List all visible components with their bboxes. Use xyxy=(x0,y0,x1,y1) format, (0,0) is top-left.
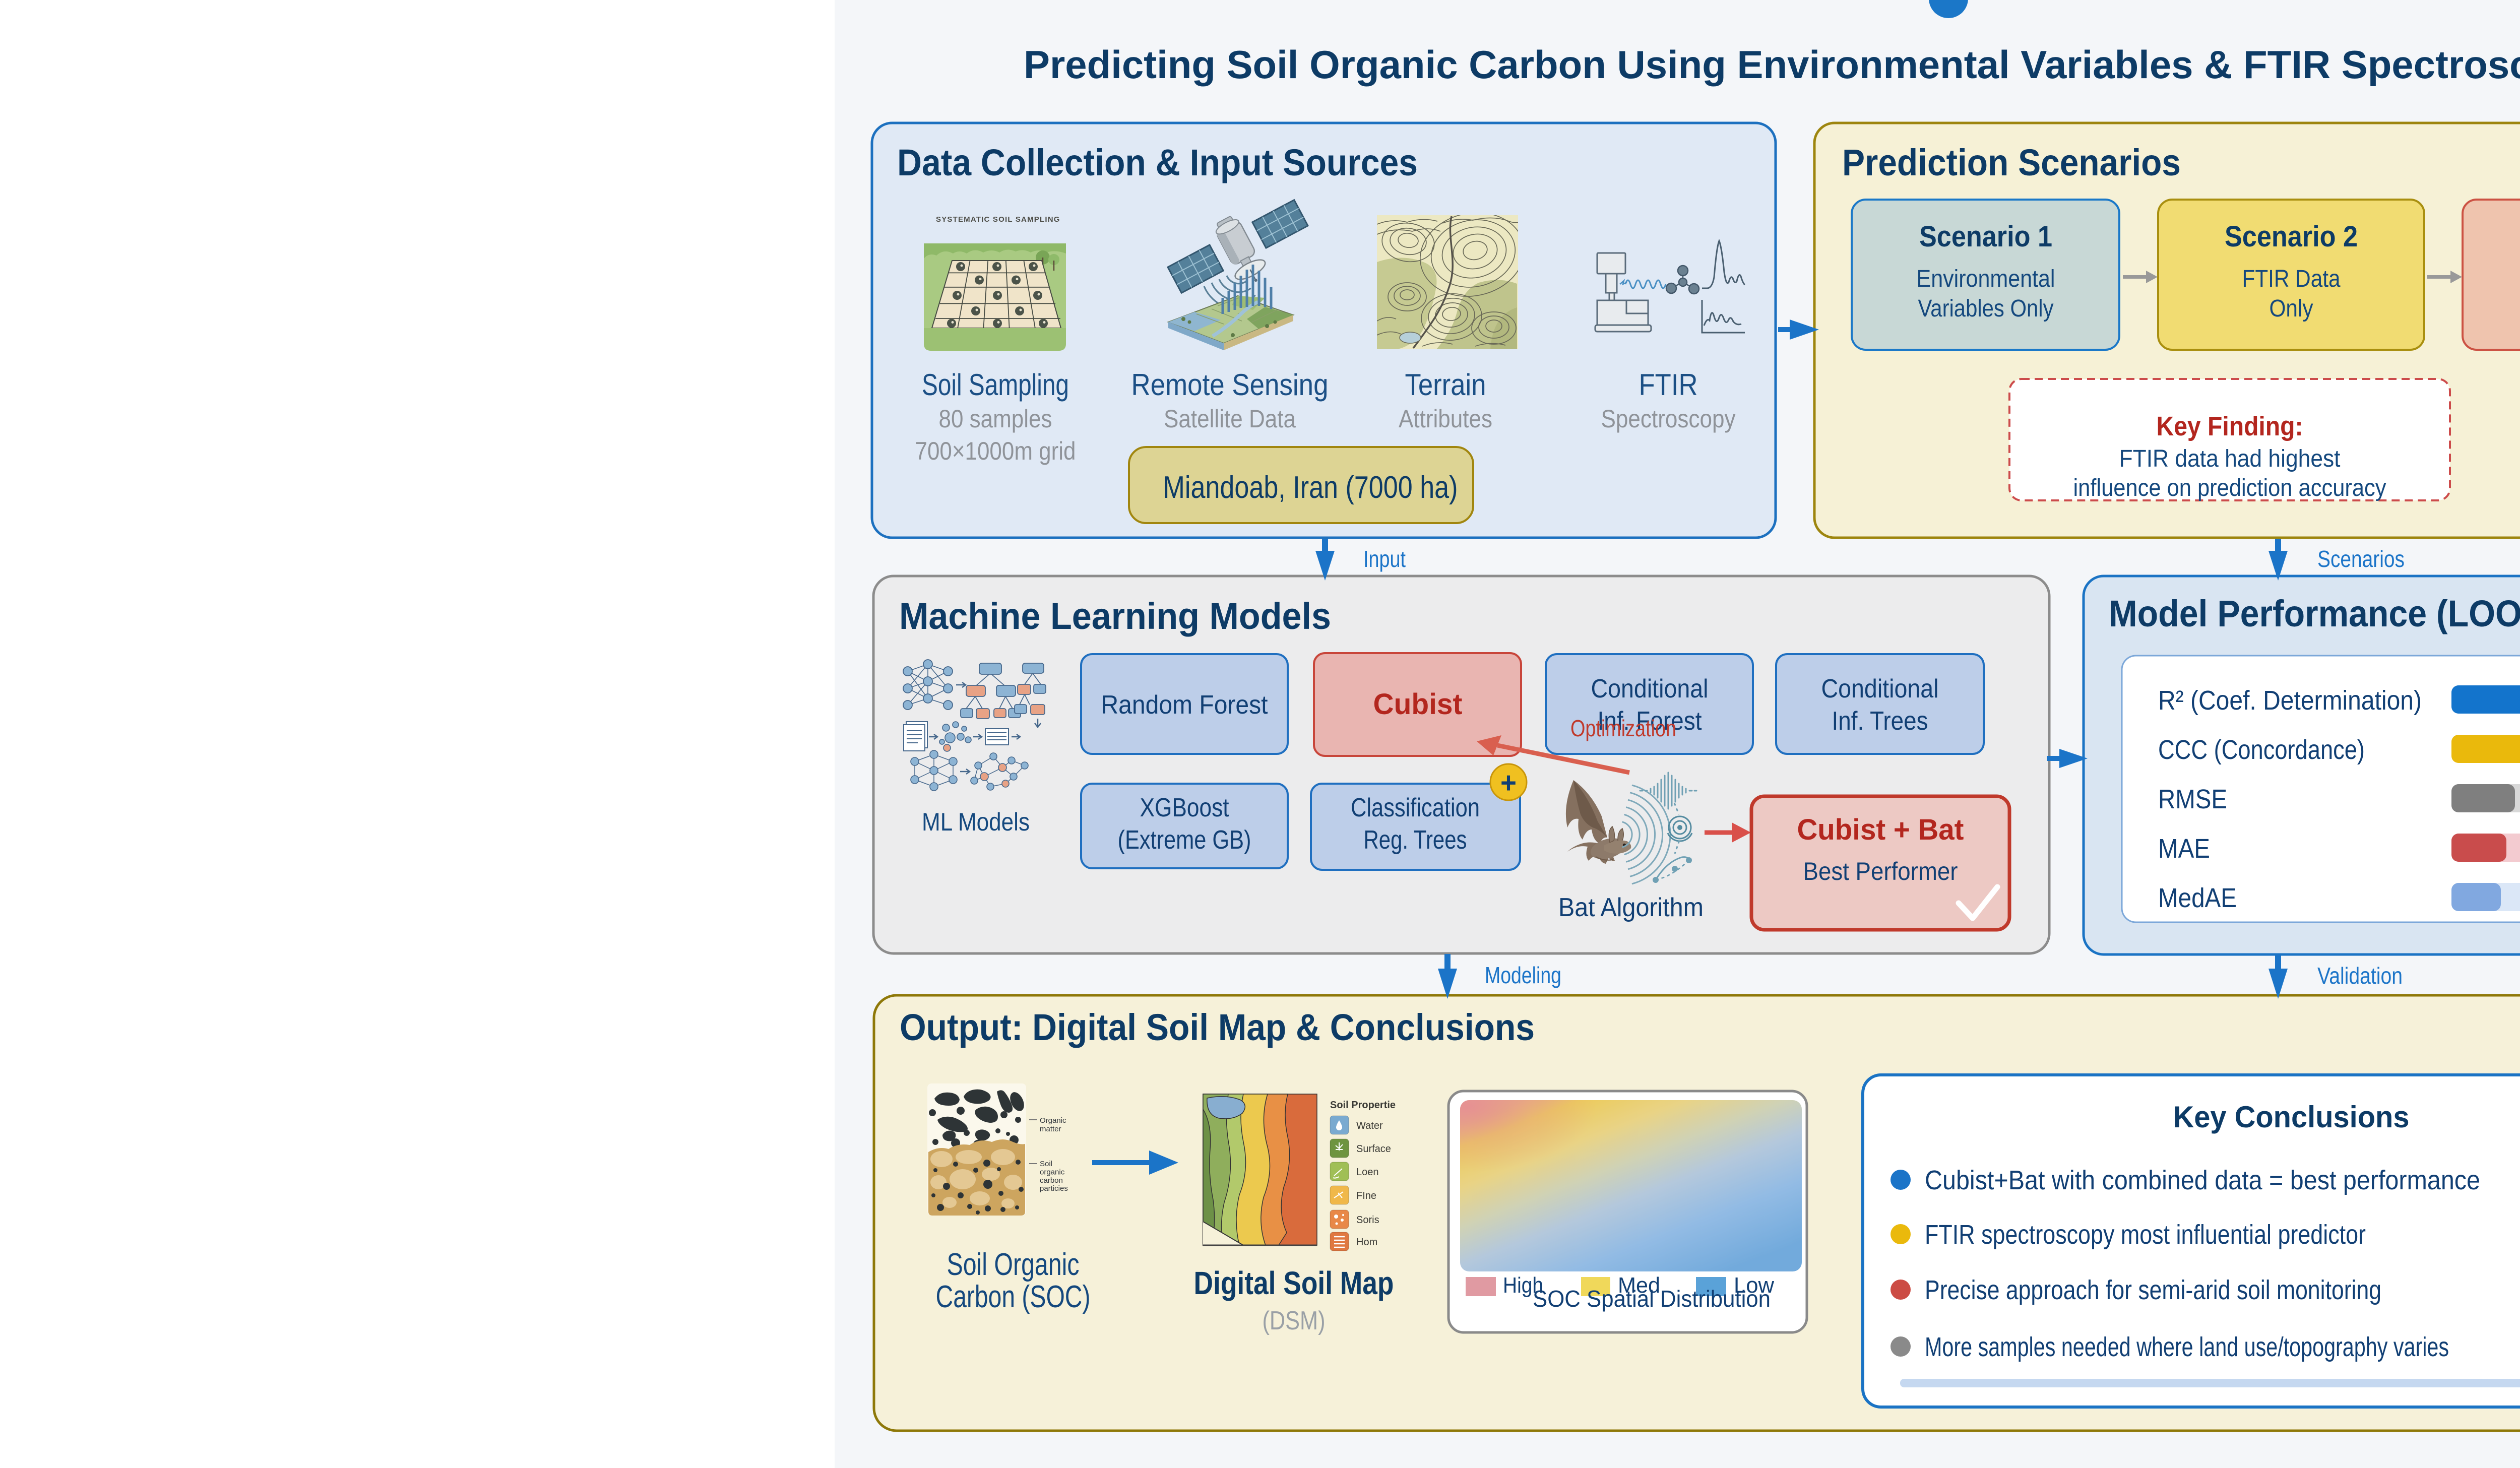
svg-text:Validation: Validation xyxy=(2317,963,2403,989)
svg-text:FTIR spectroscopy most influen: FTIR spectroscopy most influential predi… xyxy=(1925,1220,2366,1250)
svg-text:Inf. Trees: Inf. Trees xyxy=(1832,707,1928,736)
svg-text:Soil Organic: Soil Organic xyxy=(947,1247,1080,1282)
svg-text:Output: Digital Soil Map & Con: Output: Digital Soil Map & Conclusions xyxy=(900,1006,1535,1048)
svg-text:FTIR: FTIR xyxy=(1639,368,1698,402)
svg-text:Conditional: Conditional xyxy=(1821,674,1939,704)
svg-text:CCC (Concordance): CCC (Concordance) xyxy=(2158,735,2365,765)
svg-text:Variables Only: Variables Only xyxy=(1918,295,2054,322)
svg-text:Model Performance (LOOCV): Model Performance (LOOCV) xyxy=(2109,593,2520,634)
svg-text:influence on prediction accura: influence on prediction accuracy xyxy=(2073,475,2386,501)
svg-text:particies: particies xyxy=(1040,1184,1068,1193)
svg-text:Attributes: Attributes xyxy=(1399,405,1492,433)
svg-text:Soil Sampling: Soil Sampling xyxy=(922,368,1069,402)
svg-text:Scenario 1: Scenario 1 xyxy=(1919,220,2052,253)
svg-text:Input: Input xyxy=(1363,546,1406,572)
svg-text:Classification: Classification xyxy=(1351,793,1480,822)
svg-text:Reg. Trees: Reg. Trees xyxy=(1364,825,1467,855)
svg-text:Precise approach for semi-arid: Precise approach for semi-arid soil moni… xyxy=(1925,1275,2381,1305)
svg-text:Miandoab, Iran (7000 ha): Miandoab, Iran (7000 ha) xyxy=(1163,470,1458,505)
svg-text:FIne: FIne xyxy=(1356,1190,1376,1201)
svg-text:Predicting Soil Organic Carbon: Predicting Soil Organic Carbon Using Env… xyxy=(1024,42,2520,87)
svg-text:Terrain: Terrain xyxy=(1405,368,1486,402)
svg-text:(Extreme GB): (Extreme GB) xyxy=(1118,825,1251,855)
svg-text:Environmental: Environmental xyxy=(1917,266,2055,292)
svg-text:matter: matter xyxy=(1040,1125,1061,1133)
svg-text:FTIR data had highest: FTIR data had highest xyxy=(2119,445,2341,472)
svg-text:Machine Learning Models: Machine Learning Models xyxy=(899,595,1331,637)
svg-text:Soil Propertie: Soil Propertie xyxy=(1330,1100,1396,1111)
svg-text:Scenarios: Scenarios xyxy=(2317,546,2405,572)
svg-text:Spectroscopy: Spectroscopy xyxy=(1601,405,1736,433)
svg-text:Satellite Data: Satellite Data xyxy=(1164,405,1296,433)
svg-text:Water: Water xyxy=(1356,1120,1383,1131)
svg-text:RMSE: RMSE xyxy=(2158,784,2227,814)
svg-text:Soris: Soris xyxy=(1356,1215,1379,1226)
svg-text:Hom: Hom xyxy=(1356,1237,1377,1248)
svg-text:Only: Only xyxy=(2270,295,2313,322)
svg-text:Carbon (SOC): Carbon (SOC) xyxy=(936,1280,1091,1314)
svg-text:carbon: carbon xyxy=(1040,1176,1063,1185)
svg-text:Loen: Loen xyxy=(1356,1167,1379,1178)
svg-text:MedAE: MedAE xyxy=(2158,883,2237,913)
svg-text:Conditional: Conditional xyxy=(1591,674,1709,704)
svg-text:Surface: Surface xyxy=(1356,1143,1391,1155)
svg-text:More samples needed where land: More samples needed where land use/topog… xyxy=(1925,1332,2449,1362)
svg-text:Remote Sensing: Remote Sensing xyxy=(1131,368,1329,402)
svg-text:ML Models: ML Models xyxy=(922,808,1030,836)
svg-text:Scenario 2: Scenario 2 xyxy=(2225,220,2358,253)
svg-text:Med: Med xyxy=(1618,1273,1660,1298)
svg-text:High: High xyxy=(1503,1273,1543,1298)
svg-text:Low: Low xyxy=(1734,1273,1774,1298)
svg-text:Organic: Organic xyxy=(1040,1116,1066,1125)
svg-text:Cubist+Bat with combined data: Cubist+Bat with combined data = best per… xyxy=(1925,1165,2480,1195)
svg-text:Best Performer: Best Performer xyxy=(1803,857,1958,885)
svg-text:Data Collection & Input Source: Data Collection & Input Sources xyxy=(897,142,1418,183)
svg-text:80 samples: 80 samples xyxy=(939,405,1052,433)
svg-text:Prediction Scenarios: Prediction Scenarios xyxy=(1842,142,2181,183)
svg-text:R² (Coef. Determination): R² (Coef. Determination) xyxy=(2158,685,2422,716)
svg-text:700×1000m grid: 700×1000m grid xyxy=(915,437,1076,465)
svg-text:+: + xyxy=(1500,767,1517,799)
svg-text:SYSTEMATIC SOIL SAMPLING: SYSTEMATIC SOIL SAMPLING xyxy=(936,215,1060,224)
svg-text:Digital Soil Map: Digital Soil Map xyxy=(1194,1265,1394,1301)
svg-text:Random Forest: Random Forest xyxy=(1101,690,1268,720)
svg-text:Soil: Soil xyxy=(1040,1160,1052,1168)
svg-text:FTIR Data: FTIR Data xyxy=(2242,266,2341,292)
svg-text:Key Finding:: Key Finding: xyxy=(2157,411,2303,441)
svg-text:Inf. Forest: Inf. Forest xyxy=(1598,707,1702,736)
svg-text:(DSM): (DSM) xyxy=(1263,1306,1326,1335)
svg-text:Cubist + Bat: Cubist + Bat xyxy=(1797,813,1964,846)
svg-text:SOC Spatial Distribution: SOC Spatial Distribution xyxy=(1533,1286,1771,1312)
svg-text:Modeling: Modeling xyxy=(1485,962,1561,988)
svg-text:XGBoost: XGBoost xyxy=(1140,793,1229,822)
svg-text:Optimization: Optimization xyxy=(1570,715,1676,741)
svg-text:organic: organic xyxy=(1040,1168,1065,1177)
svg-text:MAE: MAE xyxy=(2158,834,2210,864)
svg-text:Cubist: Cubist xyxy=(1373,688,1463,721)
svg-text:Bat Algorithm: Bat Algorithm xyxy=(1558,893,1704,922)
svg-text:Key Conclusions: Key Conclusions xyxy=(2173,1100,2410,1134)
